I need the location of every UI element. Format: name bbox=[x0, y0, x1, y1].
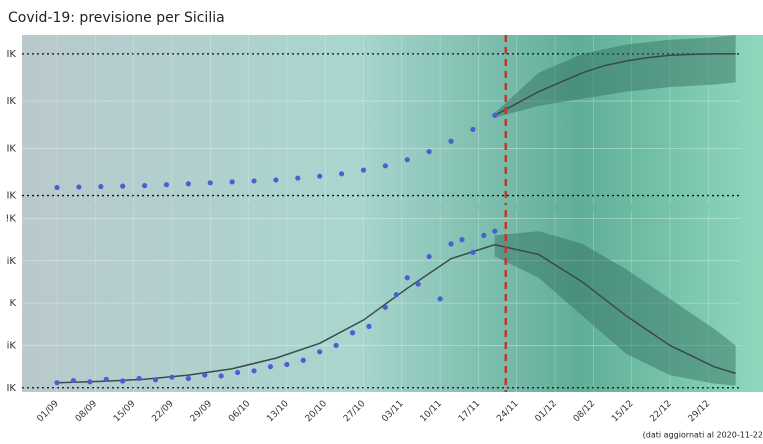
data-point bbox=[300, 357, 306, 363]
y-tick-label: IK bbox=[6, 96, 16, 107]
x-tick-label: 08/12 bbox=[572, 399, 597, 424]
data-point bbox=[448, 241, 454, 247]
data-point bbox=[437, 296, 443, 302]
data-point bbox=[54, 380, 60, 386]
background bbox=[22, 35, 763, 392]
data-point bbox=[360, 167, 367, 173]
data-point bbox=[404, 275, 410, 281]
data-point bbox=[235, 369, 241, 376]
x-tick-label: 15/09 bbox=[112, 399, 138, 425]
x-tick-label: 22/12 bbox=[648, 399, 673, 424]
fit-line bbox=[494, 53, 736, 116]
y-tick-label: iK bbox=[7, 256, 17, 267]
data-point bbox=[492, 228, 498, 234]
data-point bbox=[76, 184, 82, 190]
data-point bbox=[120, 183, 126, 189]
x-tick-label: 29/09 bbox=[189, 399, 215, 425]
x-tick-label: 15/12 bbox=[610, 399, 635, 424]
data-point bbox=[317, 173, 323, 179]
x-tick-label: 01/09 bbox=[36, 399, 62, 425]
x-tick-label: 10/11 bbox=[419, 399, 444, 424]
data-point bbox=[284, 361, 290, 368]
x-tick-label: 17/11 bbox=[457, 399, 482, 424]
data-point bbox=[218, 373, 224, 379]
data-point bbox=[366, 323, 372, 329]
chart-title: Covid-19: previsione per Sicilia bbox=[8, 10, 225, 26]
data-point bbox=[404, 157, 410, 163]
data-point bbox=[459, 237, 465, 243]
x-tick-label: 01/12 bbox=[534, 399, 559, 424]
x-tick-label: 03/11 bbox=[380, 399, 405, 424]
data-point bbox=[492, 112, 498, 118]
data-point bbox=[273, 177, 279, 183]
data-point bbox=[207, 180, 213, 186]
x-tick-label: 24/11 bbox=[495, 399, 520, 424]
data-point bbox=[70, 377, 77, 384]
data-point bbox=[169, 374, 175, 380]
data-point bbox=[470, 126, 476, 133]
data-point bbox=[141, 183, 148, 189]
forecast-band bbox=[494, 231, 736, 386]
y-tick-label: IK bbox=[6, 49, 16, 60]
data-point bbox=[295, 175, 301, 181]
x-tick-label: 08/09 bbox=[74, 399, 100, 425]
x-tick-label: 06/10 bbox=[227, 399, 253, 425]
data-point bbox=[393, 292, 399, 298]
y-tick-label: IK bbox=[6, 383, 16, 394]
data-point bbox=[448, 138, 454, 144]
data-point bbox=[349, 330, 356, 336]
data-point bbox=[54, 184, 60, 191]
data-point bbox=[382, 304, 388, 310]
x-tick-label: 20/10 bbox=[304, 399, 330, 425]
data-point bbox=[267, 364, 274, 370]
y-tick-label: K bbox=[9, 298, 16, 309]
data-point bbox=[333, 342, 339, 349]
data-point bbox=[229, 179, 235, 185]
data-point bbox=[317, 349, 323, 355]
data-point bbox=[185, 181, 191, 187]
data-point bbox=[382, 163, 388, 169]
x-tick-label: 27/10 bbox=[342, 399, 368, 425]
y-tick-label: iK bbox=[7, 340, 17, 351]
data-point bbox=[481, 232, 487, 238]
data-point bbox=[136, 375, 142, 382]
x-tick-label: 13/10 bbox=[265, 399, 291, 425]
data-point bbox=[426, 149, 432, 155]
data-point bbox=[251, 368, 257, 374]
note: (dati aggiornati al 2020-11-22 bbox=[643, 431, 763, 440]
data-point bbox=[470, 249, 476, 255]
data-point bbox=[163, 182, 170, 188]
data-point bbox=[426, 253, 432, 260]
x-tick-label: 29/12 bbox=[687, 399, 712, 424]
data-point bbox=[103, 376, 109, 382]
data-point bbox=[338, 171, 345, 177]
data-point bbox=[185, 375, 191, 382]
data-point bbox=[98, 183, 104, 190]
data-point bbox=[415, 281, 421, 287]
data-point bbox=[120, 378, 126, 384]
x-tick-label: 22/09 bbox=[150, 399, 176, 425]
y-tick-label: IK bbox=[6, 191, 16, 202]
y-tick-label: IK bbox=[6, 143, 16, 154]
y-tick-label: !K bbox=[5, 213, 16, 224]
data-point bbox=[87, 379, 93, 385]
data-point bbox=[152, 377, 159, 383]
data-point bbox=[202, 372, 208, 378]
data-point bbox=[251, 178, 257, 184]
